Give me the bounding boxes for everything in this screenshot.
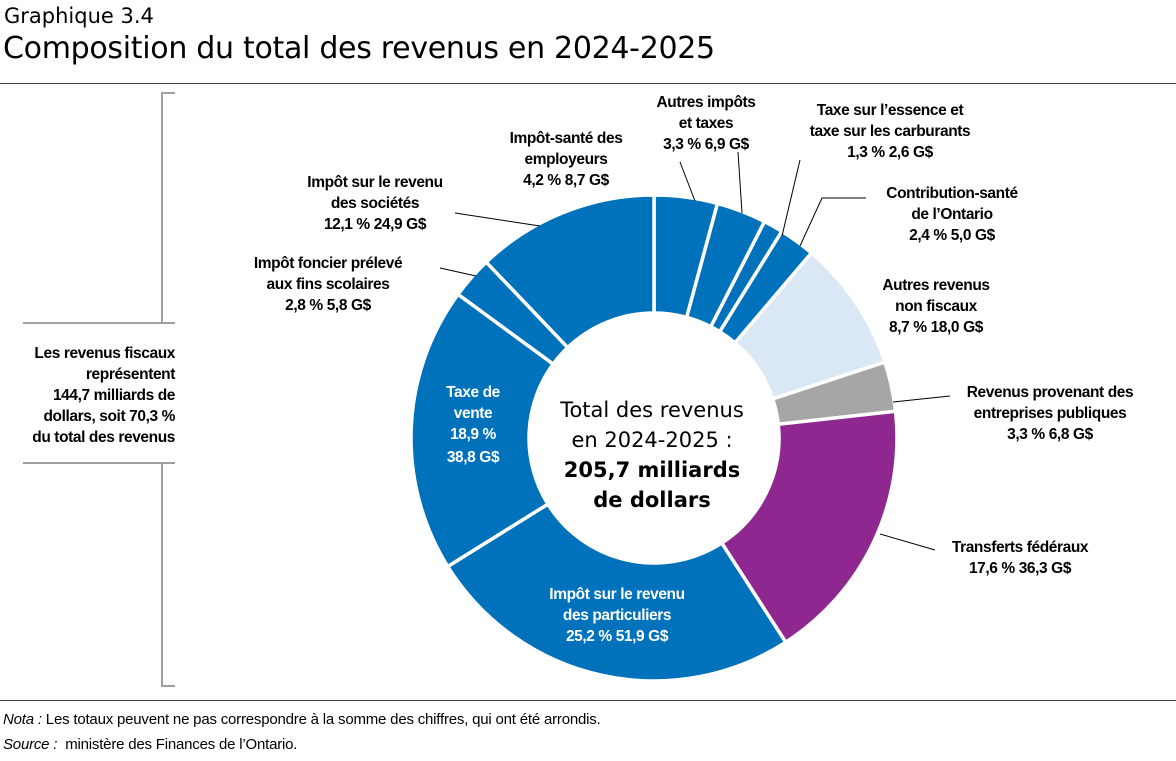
donut-slice <box>445 501 789 683</box>
bracket-text: dollars, soit 70,3 % <box>43 408 175 425</box>
slice-label-name: Impôt-santé des <box>510 130 623 147</box>
nota: Nota : Les totaux peuvent ne pas corresp… <box>3 711 601 728</box>
slice-label-name: Revenus provenant des <box>967 384 1133 401</box>
slice-label-value: 1,3 % 2,6 G$ <box>847 144 933 161</box>
source: Source : ministère des Finances de l’Ont… <box>3 736 297 753</box>
chart-title: Composition du total des revenus en 2024… <box>3 31 715 66</box>
center-text: Total des revenus <box>559 398 744 422</box>
donut-slice <box>719 409 899 645</box>
bottom-divider <box>0 700 1176 701</box>
slice-label-name: entreprises publiques <box>974 405 1127 422</box>
slice-label-name: Impôt foncier prélevé <box>254 255 403 272</box>
donut-slice <box>483 193 656 351</box>
slice-label-value: 17,6 % 36,3 G$ <box>969 560 1072 577</box>
center-text: en 2024-2025 : <box>571 428 732 452</box>
slice-label-name: employeurs <box>524 151 607 168</box>
slice-label-value: 2,4 % 5,0 G$ <box>909 227 995 244</box>
slice-label-value: 2,8 % 5,8 G$ <box>285 297 371 314</box>
source-text: ministère des Finances de l’Ontario. <box>65 736 298 753</box>
slice-label-name: Impôt sur le revenu <box>549 586 684 603</box>
leader-line <box>454 212 541 227</box>
slice-label-value: 12,1 % 24,9 G$ <box>324 216 427 233</box>
slice-label-value: 3,3 % 6,9 G$ <box>663 136 749 153</box>
nota-text: Les totaux peuvent ne pas correspondre à… <box>45 711 601 728</box>
slice-label-pct: 18,9 % <box>450 426 496 443</box>
bracket-text: 144,7 milliards de <box>53 387 176 404</box>
bracket-text: du total des revenus <box>32 429 175 446</box>
slice-label-value: 8,7 % 18,0 G$ <box>889 319 984 336</box>
slice-label-name: de l’Ontario <box>911 206 992 223</box>
top-divider <box>0 83 1176 84</box>
slice-label-value: 25,2 % 51,9 G$ <box>566 628 669 645</box>
source-label: Source : <box>3 736 58 753</box>
leader-line <box>781 159 801 237</box>
slice-label-name: Taxe de <box>446 384 501 401</box>
bracket-line <box>161 92 175 323</box>
slice-label-name: des particuliers <box>563 607 671 624</box>
slice-label-name: non fiscaux <box>895 298 978 315</box>
slice-label-name: et taxes <box>679 115 734 132</box>
center-total: de dollars <box>593 488 710 512</box>
slice-label-name: Contribution-santé <box>886 185 1018 202</box>
slice-label-name: Transferts fédéraux <box>952 539 1089 556</box>
slice-label-name: des sociétés <box>331 195 419 212</box>
leader-line <box>892 395 951 403</box>
leader-line <box>799 197 866 247</box>
donut-slice <box>409 291 556 569</box>
slice-label-name: Taxe sur l’essence et <box>817 102 964 119</box>
chart-number: Graphique 3.4 <box>4 4 154 28</box>
nota-label: Nota : <box>3 711 42 728</box>
bracket-text: représentent <box>86 366 175 383</box>
slice-label-value: 3,3 % 6,8 G$ <box>1007 426 1093 443</box>
slice-label-name: Impôt sur le revenu <box>307 174 442 191</box>
slice-label-value: 4,2 % 8,7 G$ <box>523 172 609 189</box>
leader-line <box>737 151 743 214</box>
slice-label-name: taxe sur les carburants <box>810 123 971 140</box>
leader-line <box>879 533 936 551</box>
leader-line <box>439 267 477 277</box>
slice-label-value: 38,8 G$ <box>447 449 500 466</box>
slice-label-name: aux fins scolaires <box>267 276 390 293</box>
slice-label-name: Autres impôts <box>656 94 755 111</box>
slice-label-name: vente <box>454 405 493 422</box>
leader-line <box>679 161 696 202</box>
bracket-text: Les revenus fiscaux <box>34 345 175 362</box>
slice-label-name: Autres revenus <box>882 277 989 294</box>
bracket-line <box>161 463 175 687</box>
center-total: 205,7 milliards <box>564 458 740 482</box>
